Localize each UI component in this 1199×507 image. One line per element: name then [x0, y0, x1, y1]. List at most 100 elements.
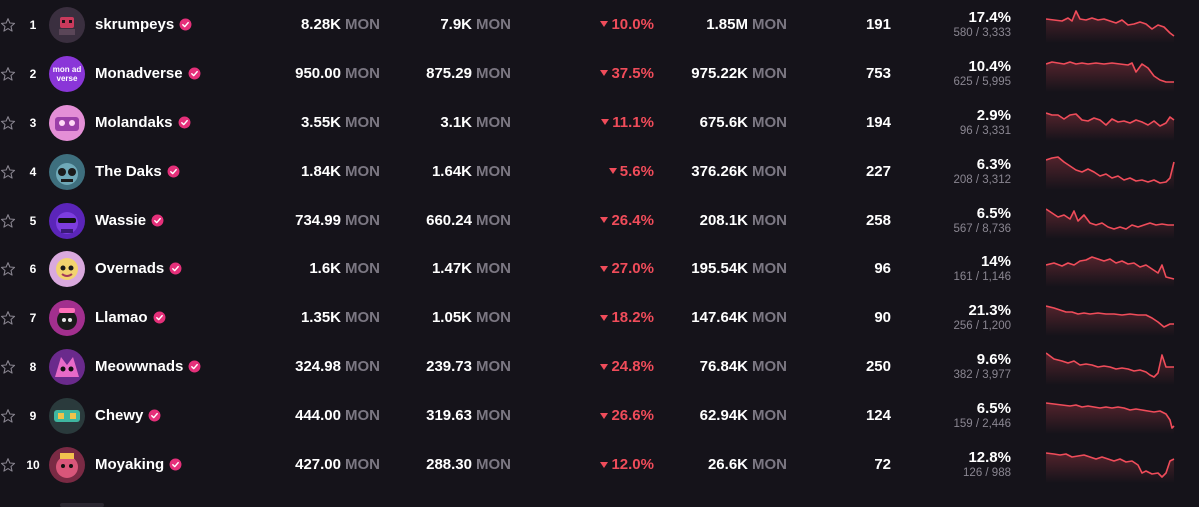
currency-unit: MON	[345, 358, 380, 376]
star-icon[interactable]	[0, 66, 16, 81]
collection-name[interactable]: Moyaking	[95, 456, 182, 473]
rank: 2	[29, 66, 37, 81]
currency-unit: MON	[752, 15, 787, 33]
price-change: 24.8%	[600, 358, 654, 375]
top-offer-value: 7.9K	[440, 15, 472, 33]
volume: 208.1K MON	[700, 212, 787, 229]
rank: 9	[29, 409, 37, 424]
floor-price: 950.00 MON	[295, 65, 380, 82]
collection-name[interactable]: Wassie	[95, 212, 164, 229]
table-row[interactable]: 9 Chewy 444.00 MON 319.63 MON 26.6% 62.94K…	[0, 392, 1199, 441]
price-sparkline	[1046, 154, 1176, 190]
currency-unit: MON	[345, 260, 380, 278]
table-row[interactable]: 2 mon ad verse Monadverse 950.00 MON 875.2…	[0, 49, 1199, 98]
collection-name[interactable]: Overnads	[95, 260, 182, 277]
price-change: 5.6%	[608, 162, 654, 180]
listed: 10.4% 625 / 5,995	[953, 58, 1011, 89]
star-icon[interactable]	[0, 310, 16, 325]
scrollbar-thumb[interactable]	[60, 503, 104, 507]
sales-count: 753	[865, 64, 891, 82]
currency-unit: MON	[345, 456, 380, 474]
collection-name-label: Overnads	[95, 260, 165, 278]
molandaks-avatar-icon	[49, 104, 85, 141]
the-daks-avatar-icon	[49, 153, 85, 190]
floor-value: 1.84K	[300, 162, 341, 180]
change-value: 37.5%	[611, 64, 654, 82]
table-row[interactable]: 5 Wassie 734.99 MON 660.24 MON 26.4% 208.1…	[0, 196, 1199, 245]
volume-value: 1.85M	[706, 15, 748, 33]
currency-unit: MON	[345, 211, 380, 229]
change-value: 11.1%	[612, 113, 654, 131]
top-offer: 7.9K MON	[440, 16, 511, 33]
svg-text:mon ad: mon ad	[53, 65, 82, 74]
verified-badge-icon	[188, 67, 201, 80]
volume-value: 195.54K	[691, 260, 748, 278]
collection-name-label: skrumpeys	[95, 15, 175, 33]
table-row[interactable]: 7 Llamao 1.35K MON 1.05K MON 18.2% 147.64K…	[0, 294, 1199, 343]
floor-value: 324.98	[295, 358, 341, 376]
volume: 675.6K MON	[700, 114, 787, 131]
listed: 12.8% 126 / 988	[963, 449, 1011, 480]
volume: 26.6K MON	[708, 456, 787, 473]
star-icon[interactable]	[0, 17, 16, 32]
star-icon[interactable]	[0, 164, 16, 179]
table-row[interactable]: 10 Moyaking 427.00 MON 288.30 MON 12.0% 26…	[0, 441, 1199, 490]
listed: 9.6% 382 / 3,977	[953, 351, 1011, 382]
price-change: 26.4%	[600, 212, 654, 229]
currency-unit: MON	[752, 260, 787, 278]
star-icon[interactable]	[0, 408, 16, 423]
star-icon[interactable]	[0, 213, 16, 228]
top-offer: 660.24 MON	[426, 212, 511, 229]
star-icon[interactable]	[0, 457, 16, 472]
collection-name-label: The Daks	[95, 162, 162, 180]
volume: 376.26K MON	[691, 163, 787, 180]
price-sparkline	[1046, 349, 1176, 386]
star-icon[interactable]	[0, 261, 16, 277]
volume-value: 147.64K	[691, 309, 748, 327]
top-offer-value: 1.47K	[431, 260, 472, 278]
down-triangle-icon	[600, 461, 609, 468]
overnads-avatar-icon	[49, 251, 85, 288]
table-row[interactable]: 8 Meowwnads 324.98 MON 239.73 MON 24.8% 76…	[0, 343, 1199, 392]
table-row[interactable]: 6 Overnads 1.6K MON 1.47K MON 27.0% 195.54…	[0, 245, 1199, 294]
change-value: 5.6%	[619, 162, 654, 180]
collection-name[interactable]: skrumpeys	[95, 16, 192, 33]
listed: 6.3% 208 / 3,312	[953, 156, 1011, 187]
currency-unit: MON	[476, 407, 511, 425]
listed: 21.3% 256 / 1,200	[953, 302, 1011, 333]
sales-count: 124	[865, 407, 891, 425]
sales-count: 96	[874, 260, 891, 278]
table-row[interactable]: 3 Molandaks 3.55K MON 3.1K MON 11.1% 675.6…	[0, 98, 1199, 147]
sales-count: 90	[874, 309, 891, 327]
price-change: 18.2%	[600, 309, 654, 326]
floor-price: 8.28K MON	[301, 16, 380, 33]
star-icon[interactable]	[0, 359, 16, 374]
volume-value: 376.26K	[691, 162, 748, 180]
listed: 14% 161 / 1,146	[953, 253, 1011, 284]
collection-name[interactable]: The Daks	[95, 163, 180, 180]
floor-price: 324.98 MON	[295, 358, 380, 375]
down-triangle-icon	[600, 363, 609, 370]
verified-badge-icon	[169, 458, 182, 471]
collection-name[interactable]: Monadverse	[95, 65, 201, 82]
currency-unit: MON	[345, 309, 380, 327]
floor-price: 1.84K MON	[301, 163, 380, 180]
listed-percent: 2.9%	[976, 106, 1011, 124]
collection-name[interactable]: Llamao	[95, 309, 166, 326]
table-row[interactable]: 1 skrumpeys 8.28K MON 7.9K MON 10.0% 1.85M…	[0, 1, 1199, 50]
star-icon[interactable]	[0, 115, 16, 130]
sales-count: 250	[865, 358, 891, 376]
currency-unit: MON	[752, 64, 787, 82]
collection-name[interactable]: Chewy	[95, 407, 161, 424]
price-sparkline	[1046, 56, 1176, 92]
collection-name[interactable]: Meowwnads	[95, 358, 201, 375]
top-offer: 3.1K MON	[440, 114, 511, 131]
listed: 17.4% 580 / 3,333	[953, 9, 1011, 40]
listed-percent: 14%	[980, 253, 1011, 271]
change-value: 12.0%	[611, 456, 654, 474]
table-row[interactable]: 4 The Daks 1.84K MON 1.64K MON 5.6% 376.26…	[0, 147, 1199, 196]
volume: 62.94K MON	[700, 407, 787, 424]
price-sparkline	[1046, 251, 1176, 288]
collection-name-label: Wassie	[95, 211, 147, 229]
collection-name[interactable]: Molandaks	[95, 114, 191, 131]
